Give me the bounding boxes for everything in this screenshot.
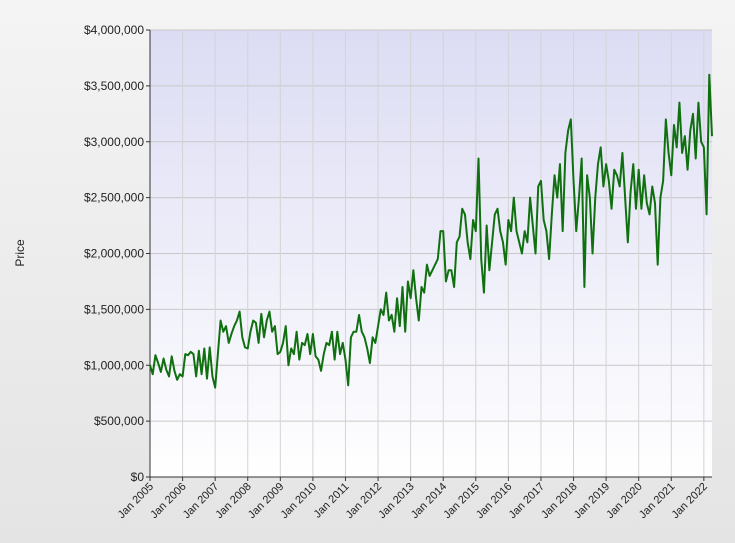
y-tick-label: $3,000,000 [84,135,144,149]
y-tick-label: $2,500,000 [84,191,144,205]
y-tick-label: $500,000 [94,414,144,428]
y-tick-label: $2,000,000 [84,247,144,261]
y-tick-label: $1,000,000 [84,358,144,372]
y-axis-label: Price [13,239,27,267]
y-tick-label: $0 [131,470,145,484]
price-line [149,73,713,389]
y-tick-label: $1,500,000 [84,302,144,316]
y-tick-label: $4,000,000 [84,23,144,37]
y-tick-label: $3,500,000 [84,79,144,93]
